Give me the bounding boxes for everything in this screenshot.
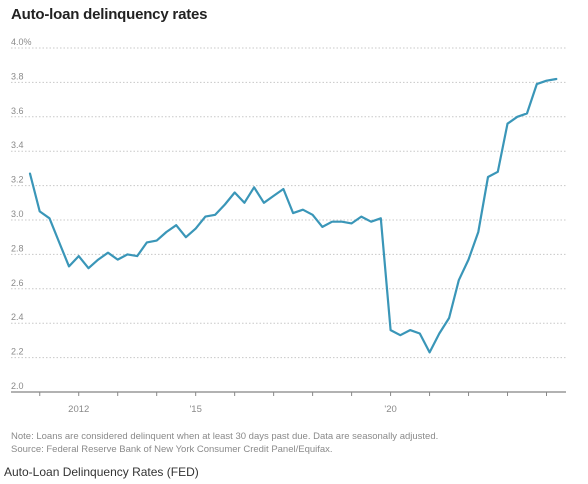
note-source-line: Source: Federal Reserve Bank of New York…	[11, 444, 333, 455]
note-line-1: Note: Loans are considered delinquent wh…	[11, 431, 439, 442]
y-tick-label: 3.8	[11, 71, 24, 81]
x-axis-ticks: 2012 '15 '20	[39, 392, 548, 415]
x-tick-label: '20	[384, 404, 396, 415]
delinquency-rate-line	[28, 77, 558, 354]
y-tick-label: 2.2	[11, 347, 24, 357]
y-tick-label: 2.4	[11, 312, 24, 322]
y-tick-label: 3.4	[11, 140, 24, 150]
y-axis-ticks: 2.0 2.2 2.4 2.6 2.8 3.0 3.2 3.4 3.6 3.8 4.0%	[11, 37, 32, 391]
y-tick-label: 3.2	[11, 175, 24, 185]
y-tick-label: 3.6	[11, 106, 24, 116]
y-tick-label: 4.0%	[11, 37, 32, 47]
y-tick-label: 2.6	[11, 278, 24, 288]
y-tick-label: 2.8	[11, 243, 24, 253]
chart-note: Note: Loans are considered delinquent wh…	[11, 430, 438, 456]
x-tick-label: 2012	[68, 404, 89, 415]
gridlines	[11, 47, 566, 393]
line-chart: 2.0 2.2 2.4 2.6 2.8 3.0 3.2 3.4 3.6 3.8 4.0% 2012 '…	[11, 37, 566, 415]
image-caption: Auto-Loan Delinquency Rates (FED)	[4, 465, 199, 479]
y-tick-label: 2.0	[11, 381, 24, 391]
x-tick-label: '15	[189, 404, 201, 415]
chart-title: Auto-loan delinquency rates	[11, 6, 208, 23]
y-tick-label: 3.0	[11, 209, 24, 219]
series-layer	[28, 77, 558, 354]
